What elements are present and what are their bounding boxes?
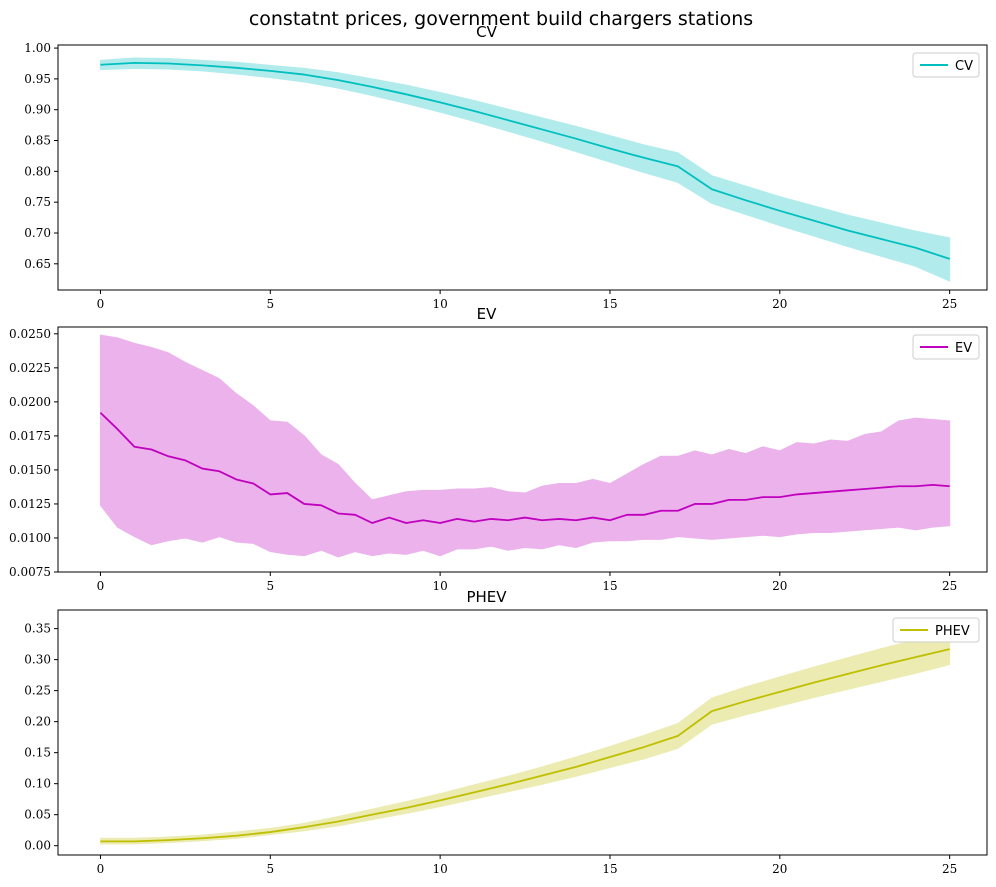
y-tick-label: 0.05 — [24, 808, 51, 822]
y-tick-label: 0.10 — [24, 777, 51, 791]
y-tick-label: 0.0100 — [9, 531, 51, 545]
y-tick-label: 0.80 — [24, 164, 51, 178]
y-tick-label: 0.30 — [24, 653, 51, 667]
y-tick-label: 0.65 — [24, 257, 51, 271]
y-tick-label: 0.85 — [24, 134, 51, 148]
x-tick-label: 0 — [97, 297, 105, 311]
y-tick-label: 0.35 — [24, 622, 51, 636]
subplot-title: PHEV — [466, 588, 507, 606]
x-tick-label: 5 — [266, 579, 274, 593]
subplot-phev: 0 5 10 15 20 25 0.00 0.05 0.10 0.15 0.20 0.25 0.30 0.… — [24, 588, 988, 876]
y-tick-label: 0.0175 — [9, 429, 51, 443]
x-tick-label: 10 — [432, 579, 447, 593]
y-tick-label: 0.00 — [24, 839, 51, 853]
y-tick-label: 0.0075 — [9, 565, 51, 579]
figure-title: constatnt prices, government build charg… — [249, 8, 753, 30]
x-tick-label: 15 — [602, 297, 617, 311]
axes-frame — [57, 326, 988, 573]
x-tick-label: 5 — [266, 862, 274, 876]
y-tick-label: 0.0200 — [9, 395, 51, 409]
y-tick-label: 0.25 — [24, 684, 51, 698]
legend-label: PHEV — [935, 624, 970, 639]
y-tick-label: 0.90 — [24, 103, 51, 117]
legend: PHEV — [892, 617, 980, 643]
legend-box — [892, 617, 980, 643]
axes-frame — [57, 44, 988, 291]
x-tick-label: 20 — [772, 579, 787, 593]
x-tick-label: 0 — [97, 579, 105, 593]
subplot-cv: 0 5 10 15 20 25 0.65 0.70 0.75 0.80 0.85 0.90 0.95 1.… — [24, 23, 988, 311]
y-tick-label: 0.0225 — [9, 361, 51, 375]
y-tick-label: 1.00 — [24, 41, 51, 55]
subplots: 0 5 10 15 20 25 0.65 0.70 0.75 0.80 0.85 0.90 0.95 1.… — [9, 23, 988, 876]
legend-label: EV — [955, 341, 972, 356]
x-tick-label: 25 — [942, 297, 957, 311]
x-tick-label: 15 — [602, 579, 617, 593]
y-tick-label: 0.75 — [24, 195, 51, 209]
y-tick-label: 0.70 — [24, 226, 51, 240]
phev-series-line — [100, 648, 950, 843]
x-tick-label: 20 — [772, 297, 787, 311]
y-tick-label: 0.0150 — [9, 463, 51, 477]
x-tick-label: 15 — [602, 862, 617, 876]
subplot-ev: 0 5 10 15 20 25 0.0075 0.0100 0.0125 0.0150 0.0175… — [9, 305, 988, 593]
subplot-title: CV — [476, 23, 497, 41]
legend-label: CV — [955, 59, 973, 74]
x-tick-label: 25 — [942, 579, 957, 593]
y-tick-label: 0.15 — [24, 746, 51, 760]
cv-series-line — [100, 61, 950, 260]
legend: EV — [912, 334, 980, 360]
x-tick-label: 10 — [432, 297, 447, 311]
y-tick-label: 0.0250 — [9, 327, 51, 341]
subplot-title: EV — [477, 305, 497, 323]
phev-confidence-band — [99, 631, 951, 845]
y-tick-label: 0.95 — [24, 72, 51, 86]
y-tick-label: 0.20 — [24, 715, 51, 729]
x-tick-label: 10 — [432, 862, 447, 876]
legend: CV — [912, 52, 980, 78]
x-tick-label: 25 — [942, 862, 957, 876]
x-tick-label: 0 — [97, 862, 105, 876]
x-tick-label: 5 — [266, 297, 274, 311]
ev-confidence-band — [99, 334, 951, 558]
y-tick-label: 0.0125 — [9, 497, 51, 511]
x-tick-label: 20 — [772, 862, 787, 876]
axes-frame — [57, 609, 988, 856]
ev-series-line — [99, 412, 950, 524]
cv-confidence-band — [99, 57, 951, 282]
